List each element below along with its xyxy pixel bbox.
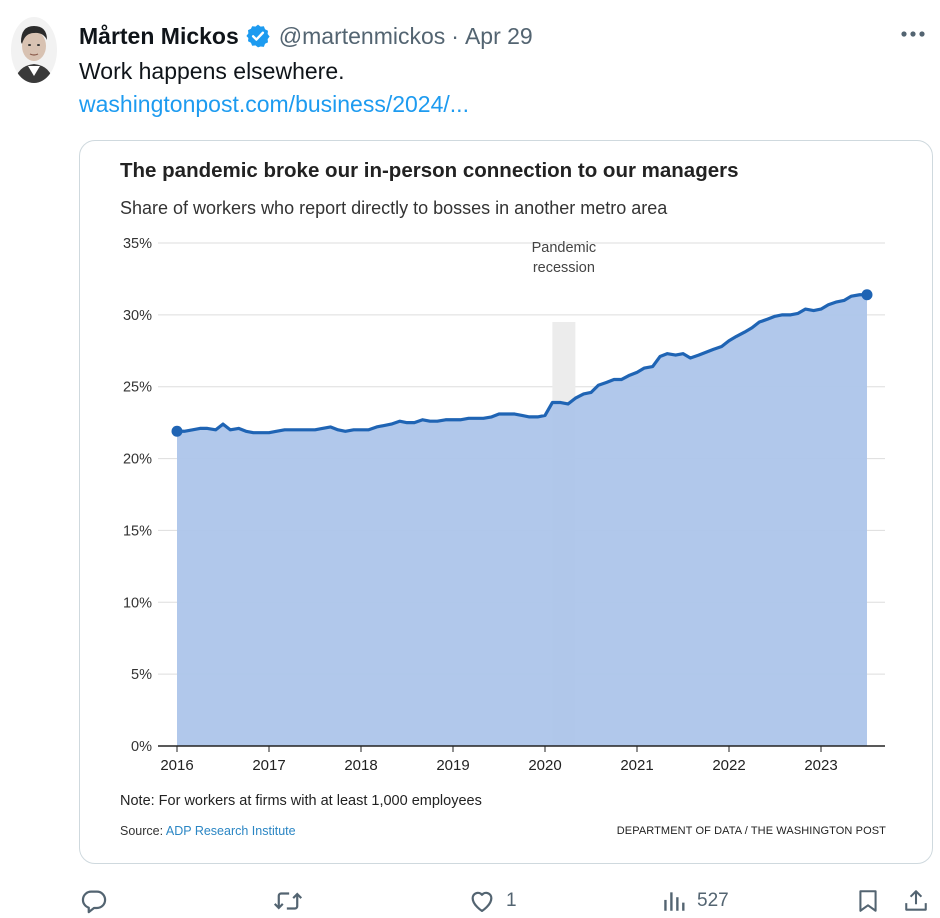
- more-horizontal-icon[interactable]: [896, 22, 930, 46]
- chart-title: The pandemic broke our in-person connect…: [120, 159, 739, 182]
- action-bar: 1 527: [0, 884, 940, 918]
- x-tick-label: 2020: [528, 757, 561, 774]
- y-tick-label: 15%: [123, 523, 152, 539]
- y-tick-label: 5%: [131, 667, 152, 683]
- tweet-date[interactable]: Apr 29: [464, 22, 533, 49]
- retweet-button[interactable]: [273, 884, 303, 918]
- series-area: [177, 294, 867, 746]
- tweet-header: Mårten Mickos @martenmickos · Apr 29: [79, 20, 533, 52]
- views-icon: [664, 892, 685, 911]
- y-tick-label: 25%: [123, 380, 152, 396]
- avatar[interactable]: [10, 16, 58, 84]
- chart-source-prefix: Source:: [120, 824, 166, 838]
- reply-button[interactable]: [80, 884, 108, 918]
- chart-credit: DEPARTMENT OF DATA / THE WASHINGTON POST: [616, 825, 886, 837]
- separator-dot: ·: [451, 22, 459, 49]
- chart-plot: 0% 5% 10% 15% 20% 25% 30% 35% Pandemic recession 2…: [123, 236, 885, 774]
- reply-icon: [81, 890, 107, 914]
- display-name[interactable]: Mårten Mickos: [79, 22, 239, 49]
- tweet-text: Work happens elsewhere.: [79, 58, 345, 84]
- x-tick-label: 2023: [804, 757, 837, 774]
- y-tick-label: 30%: [123, 308, 152, 324]
- y-tick-label: 35%: [123, 236, 152, 252]
- retweet-icon: [273, 892, 303, 910]
- share-icon: [905, 890, 927, 911]
- series-start-point: [171, 425, 183, 437]
- x-tick-label: 2021: [620, 757, 653, 774]
- y-tick-label: 0%: [131, 739, 152, 755]
- chart-source-name: ADP Research Institute: [165, 824, 296, 838]
- like-count: 1: [506, 890, 517, 911]
- chart-subtitle: Share of workers who report directly to …: [120, 198, 668, 218]
- x-tick-label: 2018: [344, 757, 377, 774]
- avatar-image: [11, 17, 57, 83]
- views-button[interactable]: 527: [661, 884, 729, 918]
- recession-label: recession: [533, 260, 595, 276]
- chart-note: Note: For workers at firms with at least…: [120, 793, 482, 809]
- share-button[interactable]: [903, 884, 929, 918]
- verified-badge-icon[interactable]: [245, 23, 271, 49]
- x-tick-label: 2019: [436, 757, 469, 774]
- chart-card[interactable]: The pandemic broke our in-person connect…: [79, 140, 933, 864]
- x-tick-label: 2016: [160, 757, 193, 774]
- tweet-link[interactable]: washingtonpost.com/business/2024/...: [79, 91, 469, 117]
- series-line: [177, 293, 867, 435]
- x-tick-label: 2022: [712, 757, 745, 774]
- bookmark-icon: [859, 890, 877, 912]
- series-end-point: [861, 289, 873, 301]
- view-count: 527: [697, 890, 729, 911]
- like-button[interactable]: 1: [468, 884, 517, 918]
- y-tick-label: 20%: [123, 452, 152, 468]
- y-tick-label: 10%: [123, 595, 152, 611]
- x-tick-label: 2017: [252, 757, 285, 774]
- recession-label: Pandemic: [532, 240, 596, 256]
- user-handle[interactable]: @martenmickos: [278, 22, 446, 49]
- bookmark-button[interactable]: [855, 884, 881, 918]
- heart-icon: [471, 891, 493, 913]
- chart-source: Source: ADP Research Institute: [120, 824, 296, 838]
